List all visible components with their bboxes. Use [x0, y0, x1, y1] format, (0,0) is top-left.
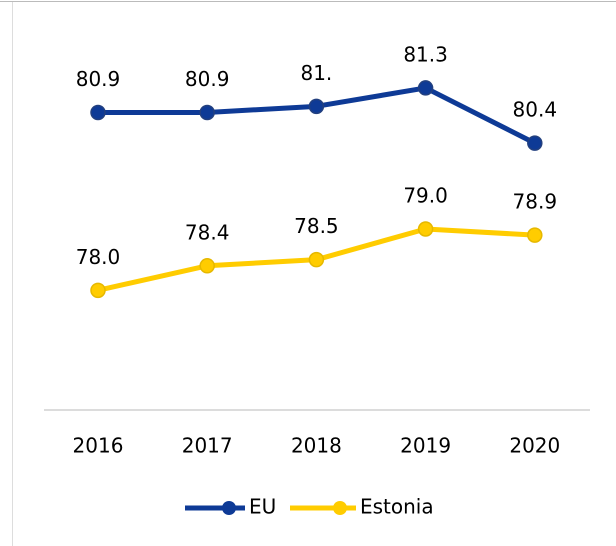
data-point: [308, 98, 325, 115]
data-point: [199, 258, 215, 274]
data-label: 78.9: [513, 190, 558, 214]
data-label: 81.3: [403, 42, 448, 66]
legend-marker: [222, 501, 236, 515]
data-point: [527, 227, 543, 243]
data-point: [199, 104, 215, 121]
data-label: 80.9: [76, 67, 121, 91]
data-label: 80.4: [513, 98, 558, 122]
series-line: [98, 85, 536, 146]
data-label: 79.0: [403, 184, 448, 208]
x-tick-label: 2017: [182, 434, 233, 458]
legend-label: Estonia: [360, 495, 434, 519]
x-tick-label: 2019: [400, 434, 451, 458]
data-label: 80.9: [185, 67, 230, 91]
data-point: [90, 282, 106, 299]
data-point: [417, 80, 434, 96]
data-point: [308, 251, 325, 268]
data-point: [417, 221, 434, 237]
data-point: [90, 104, 106, 121]
data-label: 81.: [300, 61, 332, 85]
x-tick-label: 2020: [509, 434, 560, 458]
legend-marker: [333, 501, 347, 515]
data-label: 78.0: [76, 245, 121, 269]
data-label: 78.4: [185, 220, 230, 244]
data-label: 78.5: [294, 214, 339, 238]
x-tick-label: 2016: [73, 434, 124, 458]
data-point: [527, 135, 543, 151]
legend-label: EU: [249, 495, 276, 519]
x-tick-label: 2018: [291, 434, 342, 458]
